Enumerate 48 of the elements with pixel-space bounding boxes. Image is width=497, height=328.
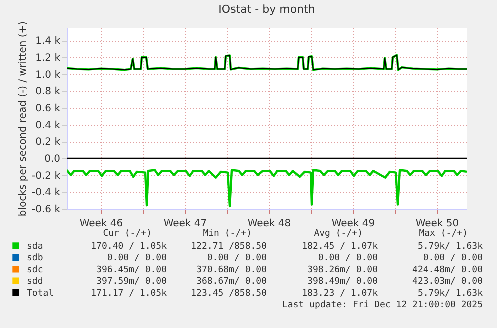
text: 0.00 / 0.00 [318,254,378,264]
y-tick-label: 0.0 [44,154,60,165]
text: 122.71 /858.50 [191,242,267,252]
y-tick-label: 0.2 k [36,137,61,148]
x-tick-label: Week 46 [80,218,124,230]
text: Cur (-/+) [103,229,152,239]
x-tick-label: Week 48 [248,218,292,230]
text: 182.45 / 1.07k [302,242,379,252]
legend-label: sda [27,242,44,252]
y-tick-label: 0.4 k [36,120,61,132]
legend-label: sdb [27,254,44,264]
y-tick-label: -0.2 k [32,170,61,182]
y-tick-label: 1.0 k [36,70,61,81]
text: Last update: Fri Dec 12 21:00:00 2025 [282,300,483,310]
legend-label: sdd [27,277,44,288]
text: 171.17 / 1.05k [91,288,168,299]
text: 423.03m/ 0.00 [412,277,483,288]
text: 397.59m/ 0.00 [96,277,167,288]
text: 5.79k/ 1.63k [418,242,484,252]
text: 396.45m/ 0.00 [96,265,167,276]
text: 370.68m/ 0.00 [196,265,267,276]
text: 0.00 / 0.00 [207,254,267,264]
y-axis-title: blocks per second read (-) / written (+) [18,21,30,217]
text: Max (-/+) [419,229,468,239]
x-tick-label: Week 49 [332,218,376,230]
text: 424.48m/ 0.00 [412,265,483,276]
text: Min (-/+) [203,229,252,239]
y-tick-label: -0.6 k [32,204,61,216]
text: 123.45 /858.50 [191,288,267,299]
x-tick-label: Week 47 [164,218,208,230]
text: 170.40 / 1.05k [91,242,168,252]
y-tick-label: 0.8 k [36,86,61,98]
text: 398.49m/ 0.00 [308,277,378,288]
y-tick-label: 1.2 k [36,52,61,64]
text: 183.23 / 1.07k [302,288,379,299]
text: 0.00 / 0.00 [107,254,167,264]
text: 5.79k/ 1.63k [418,288,484,299]
text: 398.26m/ 0.00 [308,265,378,276]
y-tick-label: -0.4 k [32,188,61,199]
y-tick-label: 1.4 k [36,36,61,48]
chart-title: IOstat - by month [218,2,316,16]
x-tick-label: Week 50 [416,218,460,230]
legend-label: Total [27,288,54,299]
text: Avg (-/+) [314,229,363,239]
text: 368.67m/ 0.00 [196,277,267,288]
legend-label: sdc [27,265,44,276]
y-tick-label: 0.6 k [36,103,61,114]
text: 0.00 / 0.00 [423,254,483,264]
